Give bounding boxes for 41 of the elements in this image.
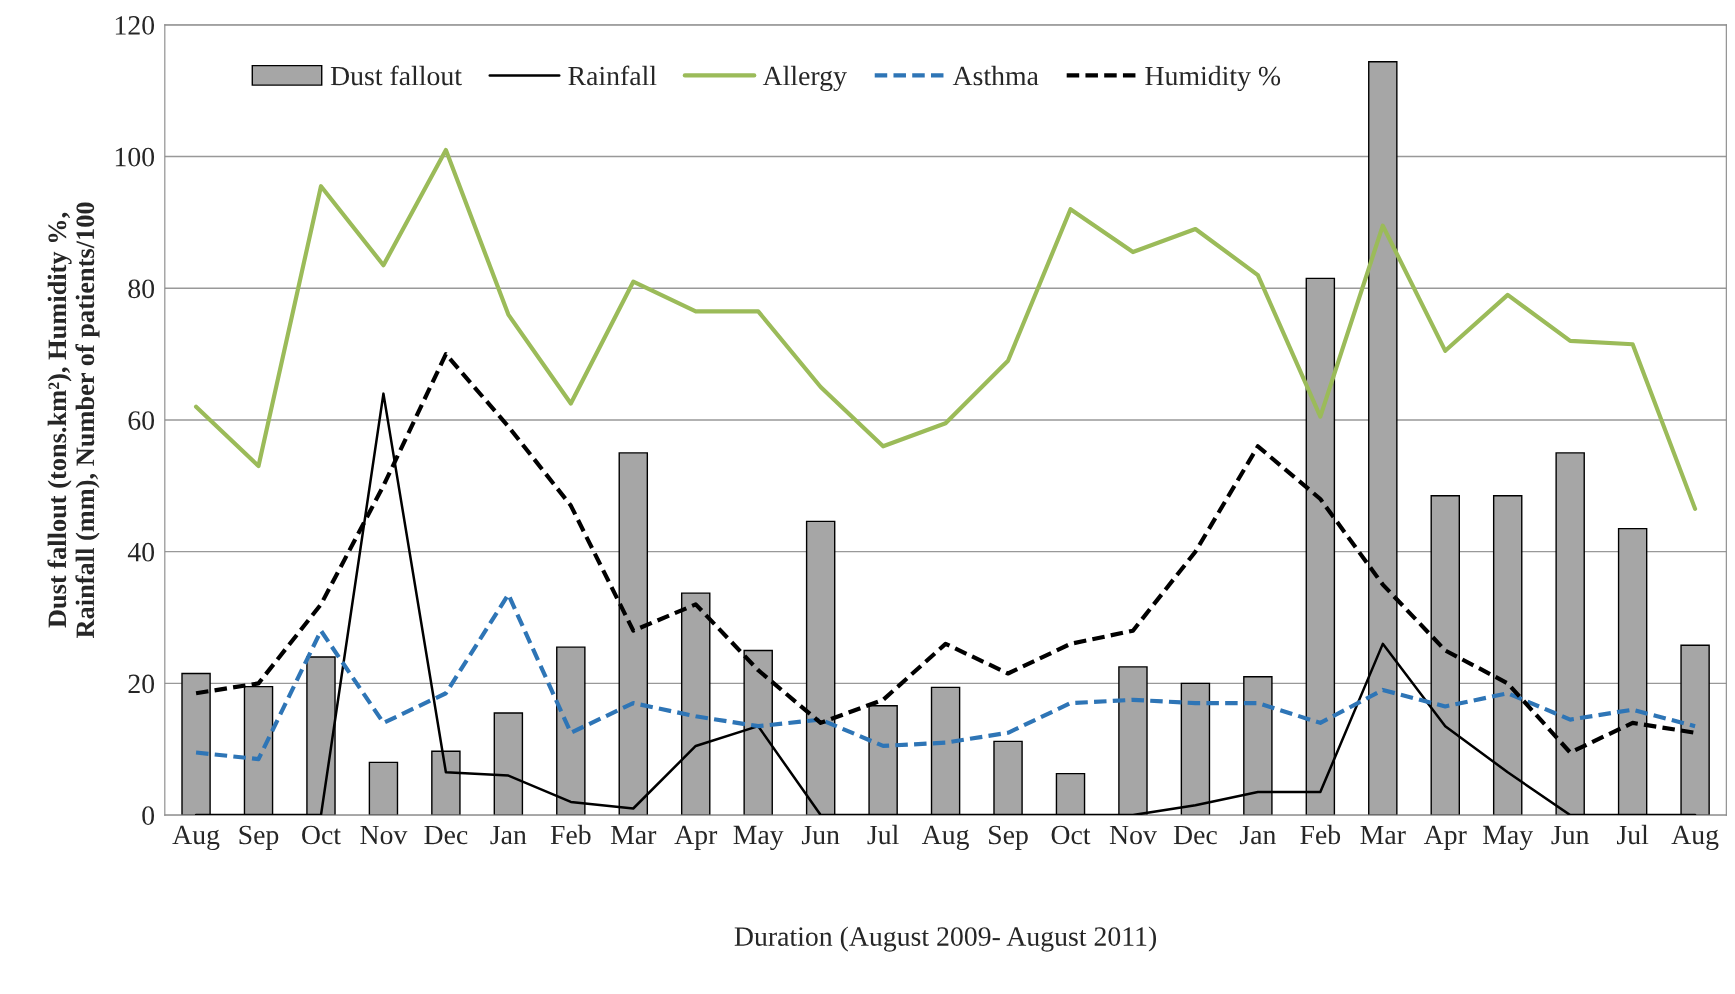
x-tick-label: Mar bbox=[610, 825, 657, 845]
y-tick-label: 120 bbox=[115, 16, 155, 35]
x-tick-label: Aug bbox=[172, 825, 220, 850]
y-tick-label: 40 bbox=[127, 542, 155, 562]
x-tick-label: Dec bbox=[424, 825, 468, 845]
x-tick-label: May bbox=[733, 825, 784, 850]
legend-label: Humidity % bbox=[1145, 65, 1281, 92]
x-tick-label: Jun bbox=[801, 825, 840, 845]
y-tick-label: 80 bbox=[128, 279, 155, 299]
legend-label: Allergy bbox=[762, 65, 847, 92]
x-tick-label: Feb bbox=[550, 824, 591, 845]
x-tick-label: Jul bbox=[1617, 824, 1649, 845]
x-axis-title: Duration (August 2009- August 2011) bbox=[734, 926, 1157, 952]
line-series bbox=[193, 147, 1698, 511]
y-axis-title: Dust fallout (tons.km²), Humidity %, Rainfall (mm), Number of patients/100 bbox=[47, 202, 100, 639]
x-tick-label: Aug bbox=[1671, 825, 1719, 850]
y-tick-label: 20 bbox=[128, 674, 155, 694]
x-tick-label: Sep bbox=[239, 825, 279, 850]
y-tick-label: 100 bbox=[115, 147, 155, 167]
x-tick-label: May bbox=[1483, 825, 1534, 850]
x-tick-label: Apr bbox=[674, 825, 718, 850]
x-tick-label: Mar bbox=[1360, 825, 1406, 845]
x-tick-label: Nov bbox=[360, 825, 408, 845]
legend-label: Asthma bbox=[952, 65, 1039, 86]
x-tick-label: Dec bbox=[1173, 825, 1217, 845]
x-tick-label: Oct bbox=[1051, 825, 1091, 845]
legend-label: Rainfall bbox=[568, 65, 657, 86]
bar bbox=[368, 761, 399, 816]
x-tick-label: Nov bbox=[1109, 825, 1157, 845]
legend-label: Dust fallout bbox=[330, 65, 462, 86]
y-tick-label: 0 bbox=[142, 806, 155, 825]
x-tick-label: Jan bbox=[1239, 825, 1276, 845]
x-tick-label: Aug bbox=[921, 825, 969, 850]
x-tick-label: Apr bbox=[1423, 825, 1467, 850]
x-tick-label: Jan bbox=[490, 825, 527, 845]
x-tick-label: Feb bbox=[1300, 824, 1341, 845]
x-tick-label: Sep bbox=[989, 825, 1028, 850]
x-tick-label: Jul bbox=[867, 824, 899, 845]
x-tick-label: Jun bbox=[1551, 825, 1590, 845]
x-tick-label: Oct bbox=[302, 825, 341, 845]
y-tick-label: 60 bbox=[128, 411, 155, 430]
